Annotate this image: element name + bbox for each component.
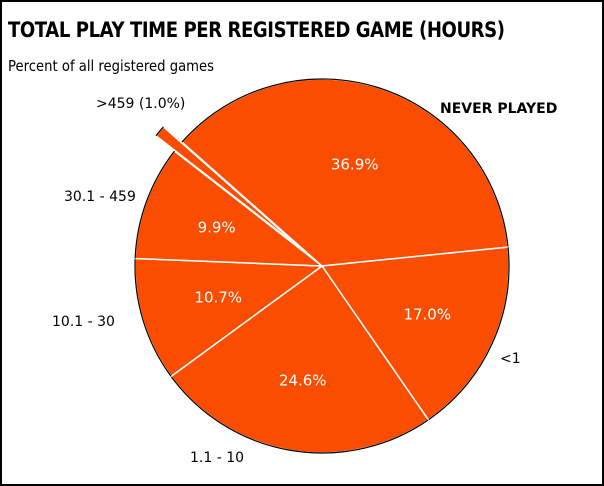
- value-label-1: 17.0%: [403, 306, 451, 324]
- pie-slice-outline-1: [427, 247, 510, 421]
- category-label-459-1-0: >459 (1.0%): [96, 96, 185, 112]
- pie-slice-outline-10-1-30: [134, 258, 172, 377]
- category-label-10-1-30: 10.1 - 30: [52, 314, 115, 330]
- pie-slice-outline-459-1-0: [155, 126, 164, 137]
- pie-slice-outline-30-1-459: [134, 150, 175, 259]
- category-label-30-1-459: 30.1 - 459: [64, 189, 136, 205]
- category-label-1: <1: [500, 351, 521, 367]
- chart-title: TOTAL PLAY TIME PER REGISTERED GAME (HOU…: [8, 18, 505, 42]
- pie-slice-outline-1-1-10: [170, 376, 429, 454]
- pie-slice-outline-never-played: [181, 78, 509, 248]
- value-label-10-1-30: 10.7%: [194, 289, 242, 307]
- value-label-never-played: 36.9%: [331, 156, 379, 174]
- chart-subtitle: Percent of all registered games: [8, 57, 215, 75]
- value-label-30-1-459: 9.9%: [198, 218, 236, 236]
- category-label-1-1-10: 1.1 - 10: [190, 450, 244, 466]
- value-label-1-1-10: 24.6%: [279, 371, 327, 389]
- category-label-never-played: NEVER PLAYED: [440, 101, 557, 117]
